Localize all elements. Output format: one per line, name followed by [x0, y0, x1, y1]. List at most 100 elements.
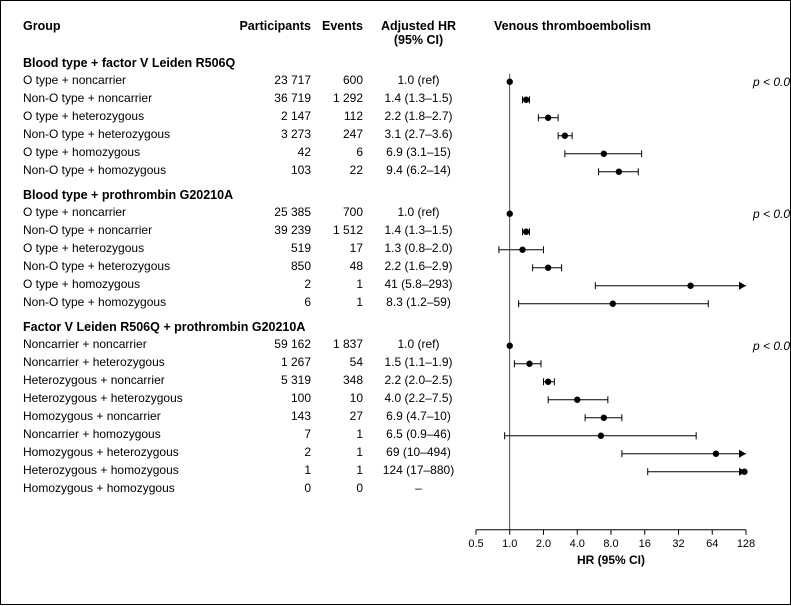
row-hr: 1.4 (1.3–1.5) — [363, 90, 466, 107]
row-label: Homozygous + heterozygous — [23, 444, 233, 461]
row-events: 1 837 — [311, 336, 363, 353]
row-participants: 100 — [233, 390, 311, 407]
row-events: 10 — [311, 390, 363, 407]
row-participants: 23 717 — [233, 72, 311, 89]
row-participants: 1 267 — [233, 354, 311, 371]
row-label: Heterozygous + heterozygous — [23, 390, 233, 407]
header-events: Events — [311, 19, 363, 48]
row-hr: 1.0 (ref) — [363, 336, 466, 353]
table-row: Homozygous + heterozygous2169 (10–494) — [23, 444, 768, 462]
row-events: 700 — [311, 204, 363, 221]
row-hr: – — [363, 480, 466, 497]
row-events: 600 — [311, 72, 363, 89]
table-row: O type + homozygous2141 (5.8–293) — [23, 276, 768, 294]
row-label: Non-O type + noncarrier — [23, 222, 233, 239]
row-hr: 41 (5.8–293) — [363, 276, 466, 293]
table-row: O type + noncarrier25 3857001.0 (ref) — [23, 204, 768, 222]
header-participants: Participants — [233, 19, 311, 48]
svg-text:1.0: 1.0 — [502, 538, 517, 550]
row-participants: 59 162 — [233, 336, 311, 353]
row-label: O type + homozygous — [23, 144, 233, 161]
row-label: Heterozygous + homozygous — [23, 462, 233, 479]
row-participants: 5 319 — [233, 372, 311, 389]
svg-text:8.0: 8.0 — [603, 538, 618, 550]
row-hr: 6.9 (3.1–15) — [363, 144, 466, 161]
row-events: 1 512 — [311, 222, 363, 239]
row-events: 48 — [311, 258, 363, 275]
row-events: 1 — [311, 426, 363, 443]
table-row: Homozygous + noncarrier143276.9 (4.7–10) — [23, 408, 768, 426]
row-events: 17 — [311, 240, 363, 257]
row-label: Non-O type + homozygous — [23, 162, 233, 179]
row-participants: 7 — [233, 426, 311, 443]
svg-text:32: 32 — [672, 538, 684, 550]
table-row: Homozygous + homozygous00– — [23, 480, 768, 498]
row-hr: 1.0 (ref) — [363, 204, 466, 221]
row-label: Noncarrier + noncarrier — [23, 336, 233, 353]
row-participants: 1 — [233, 462, 311, 479]
row-events: 27 — [311, 408, 363, 425]
row-label: Noncarrier + homozygous — [23, 426, 233, 443]
row-events: 54 — [311, 354, 363, 371]
row-hr: 9.4 (6.2–14) — [363, 162, 466, 179]
table-row: Non-O type + noncarrier39 2391 5121.4 (1… — [23, 222, 768, 240]
row-label: O type + noncarrier — [23, 72, 233, 89]
svg-text:2.0: 2.0 — [536, 538, 551, 550]
row-label: O type + noncarrier — [23, 204, 233, 221]
row-hr: 1.0 (ref) — [363, 72, 466, 89]
row-events: 1 — [311, 462, 363, 479]
table-row: Non-O type + heterozygous850482.2 (1.6–2… — [23, 258, 768, 276]
row-hr: 2.2 (1.6–2.9) — [363, 258, 466, 275]
row-hr: 69 (10–494) — [363, 444, 466, 461]
row-hr: 124 (17–880) — [363, 462, 466, 479]
table-row: Non-O type + homozygous618.3 (1.2–59) — [23, 294, 768, 312]
row-hr: 1.3 (0.8–2.0) — [363, 240, 466, 257]
svg-text:4.0: 4.0 — [570, 538, 585, 550]
row-participants: 36 719 — [233, 90, 311, 107]
svg-text:16: 16 — [639, 538, 651, 550]
row-participants: 850 — [233, 258, 311, 275]
row-participants: 6 — [233, 294, 311, 311]
column-headers: Group Participants Events Adjusted HR (9… — [23, 19, 768, 48]
row-label: O type + heterozygous — [23, 240, 233, 257]
row-events: 6 — [311, 144, 363, 161]
table-row: O type + homozygous4266.9 (3.1–15) — [23, 144, 768, 162]
row-label: Non-O type + noncarrier — [23, 90, 233, 107]
section-title: Blood type + factor V Leiden R506Q — [23, 56, 768, 70]
row-participants: 2 — [233, 276, 311, 293]
row-participants: 25 385 — [233, 204, 311, 221]
row-events: 1 — [311, 276, 363, 293]
row-hr: 1.4 (1.3–1.5) — [363, 222, 466, 239]
row-participants: 39 239 — [233, 222, 311, 239]
section-title: Factor V Leiden R506Q + prothrombin G202… — [23, 320, 768, 334]
table-row: O type + heterozygous2 1471122.2 (1.8–2.… — [23, 108, 768, 126]
forest-plot-figure: Group Participants Events Adjusted HR (9… — [0, 0, 791, 605]
row-label: O type + heterozygous — [23, 108, 233, 125]
row-participants: 0 — [233, 480, 311, 497]
row-events: 1 — [311, 294, 363, 311]
header-group: Group — [23, 19, 233, 48]
row-participants: 519 — [233, 240, 311, 257]
row-hr: 1.5 (1.1–1.9) — [363, 354, 466, 371]
table-row: Heterozygous + noncarrier5 3193482.2 (2.… — [23, 372, 768, 390]
svg-text:HR (95% CI): HR (95% CI) — [577, 553, 645, 567]
row-label: Noncarrier + heterozygous — [23, 354, 233, 371]
row-participants: 3 273 — [233, 126, 311, 143]
table-row: Noncarrier + noncarrier59 1621 8371.0 (r… — [23, 336, 768, 354]
row-participants: 42 — [233, 144, 311, 161]
row-label: Homozygous + homozygous — [23, 480, 233, 497]
table-row: Heterozygous + heterozygous100104.0 (2.2… — [23, 390, 768, 408]
row-participants: 103 — [233, 162, 311, 179]
table-row: Noncarrier + homozygous716.5 (0.9–46) — [23, 426, 768, 444]
row-hr: 8.3 (1.2–59) — [363, 294, 466, 311]
row-label: Non-O type + heterozygous — [23, 258, 233, 275]
row-participants: 2 147 — [233, 108, 311, 125]
row-hr: 2.2 (1.8–2.7) — [363, 108, 466, 125]
svg-text:0.5: 0.5 — [468, 538, 483, 550]
svg-text:128: 128 — [737, 538, 755, 550]
header-hr: Adjusted HR (95% CI) — [363, 19, 466, 48]
row-events: 0 — [311, 480, 363, 497]
row-participants: 2 — [233, 444, 311, 461]
table-body: Blood type + factor V Leiden R506Q O type… — [23, 56, 768, 498]
row-events: 22 — [311, 162, 363, 179]
